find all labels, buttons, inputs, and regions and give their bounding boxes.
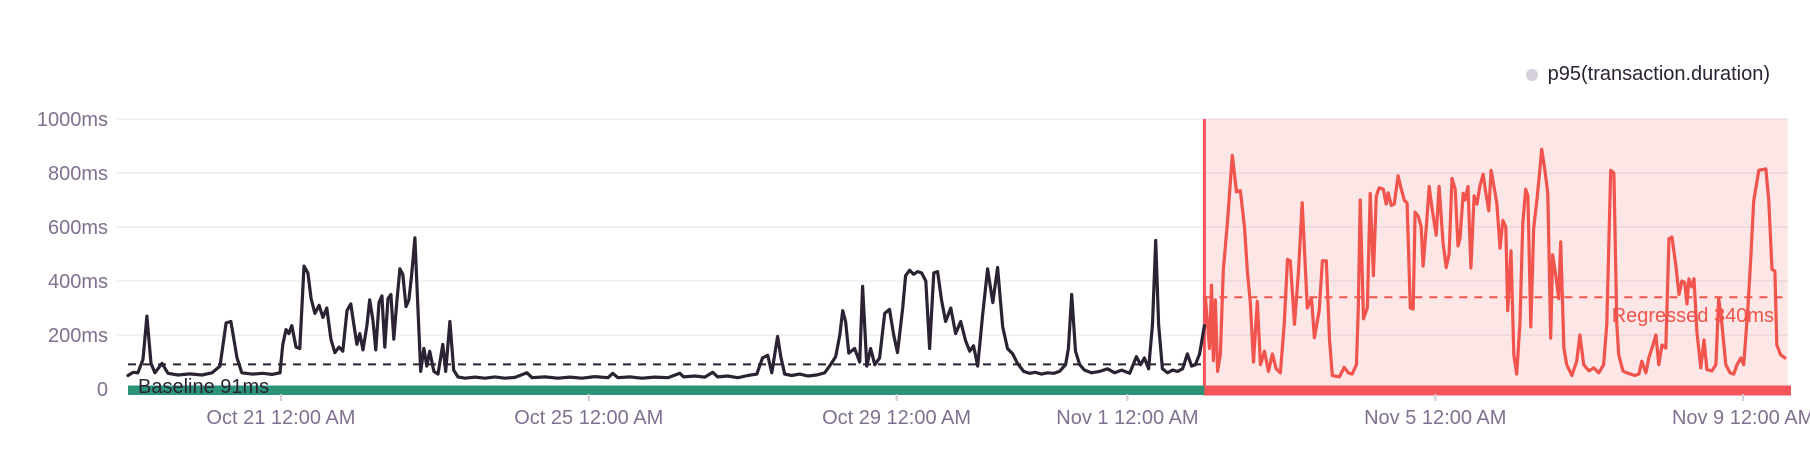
baseline-series-line xyxy=(126,236,1207,380)
baseline-period-bar xyxy=(128,385,1205,395)
regressed-series-line xyxy=(1203,147,1787,379)
y-axis-label: 600ms xyxy=(48,217,108,239)
x-axis-label: Oct 25 12:00 AM xyxy=(514,407,663,429)
y-axis-label: 200ms xyxy=(48,325,108,347)
legend-item-p95[interactable]: p95(transaction.duration) xyxy=(1525,63,1770,86)
legend-marker-dot xyxy=(1525,68,1538,81)
baseline-threshold-label: Baseline 91ms xyxy=(138,376,269,398)
y-axis-label: 400ms xyxy=(48,271,108,293)
regression-region xyxy=(1204,119,1788,387)
x-axis-label: Oct 29 12:00 AM xyxy=(822,407,971,429)
regressed-period-bar xyxy=(1204,385,1791,396)
x-axis-label: Nov 1 12:00 AM xyxy=(1056,407,1198,429)
y-axis-label: 1000ms xyxy=(37,109,108,131)
y-axis-label: 0 xyxy=(97,379,108,401)
x-axis-label: Nov 5 12:00 AM xyxy=(1364,407,1506,429)
x-axis-label: Oct 21 12:00 AM xyxy=(206,407,355,429)
x-axis-label: Nov 9 12:00 AM xyxy=(1672,407,1810,429)
regressed-threshold-label: Regressed 340ms xyxy=(1612,305,1774,327)
legend-label: p95(transaction.duration) xyxy=(1547,63,1770,85)
y-axis-label: 800ms xyxy=(48,163,108,185)
